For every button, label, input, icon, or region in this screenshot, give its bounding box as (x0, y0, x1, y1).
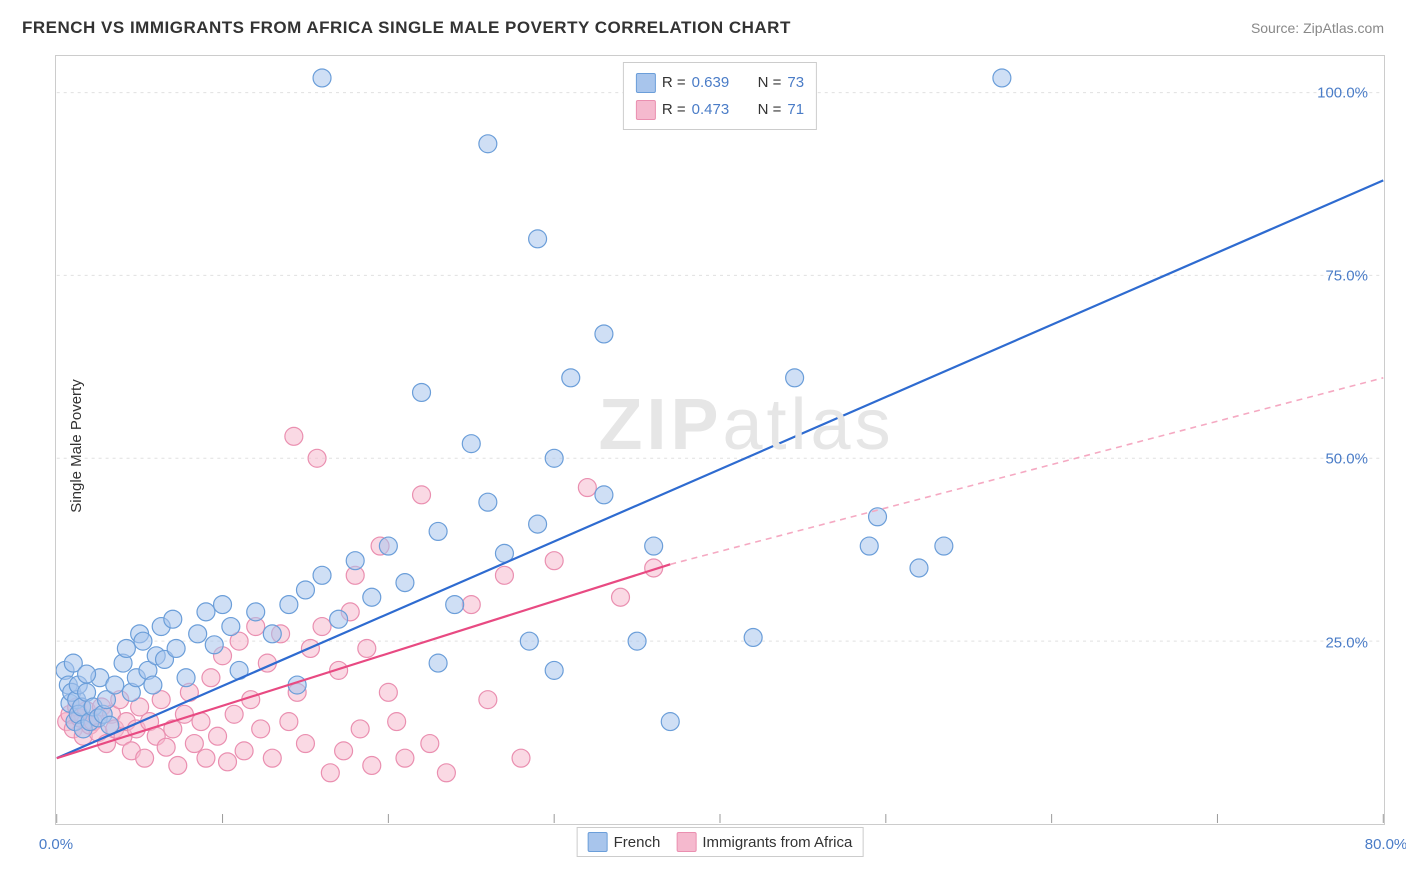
legend-item: French (588, 832, 661, 852)
legend-swatch (636, 100, 656, 120)
legend-swatch (636, 73, 656, 93)
legend-n-value: 73 (787, 69, 804, 96)
chart-header: FRENCH VS IMMIGRANTS FROM AFRICA SINGLE … (22, 18, 1384, 38)
legend-item: Immigrants from Africa (676, 832, 852, 852)
y-tick-label: 75.0% (1325, 268, 1368, 285)
chart-title: FRENCH VS IMMIGRANTS FROM AFRICA SINGLE … (22, 18, 791, 38)
series-legend: French Immigrants from Africa (577, 827, 864, 857)
legend-item-label: French (614, 834, 661, 851)
x-tick-label: 0.0% (39, 836, 73, 853)
legend-swatch (588, 832, 608, 852)
chart-source: Source: ZipAtlas.com (1251, 20, 1384, 36)
legend-r-value: 0.639 (692, 69, 744, 96)
legend-n-label: N = (758, 69, 782, 96)
legend-r-label: R = (662, 96, 686, 123)
legend-swatch (676, 832, 696, 852)
legend-item-label: Immigrants from Africa (702, 834, 852, 851)
scatter-plot-svg (56, 56, 1384, 824)
legend-row: R = 0.639 N = 73 (636, 69, 804, 96)
correlation-legend: R = 0.639 N = 73 R = 0.473 N = 71 (623, 62, 817, 130)
x-tick-label: 80.0% (1365, 836, 1406, 853)
legend-n-value: 71 (787, 96, 804, 123)
legend-n-label: N = (758, 96, 782, 123)
plot-area: ZIPatlas R = 0.639 N = 73 R = 0.473 N = … (55, 55, 1385, 825)
y-tick-label: 100.0% (1317, 84, 1368, 101)
y-tick-label: 50.0% (1325, 451, 1368, 468)
legend-r-value: 0.473 (692, 96, 744, 123)
legend-row: R = 0.473 N = 71 (636, 96, 804, 123)
legend-r-label: R = (662, 69, 686, 96)
y-tick-label: 25.0% (1325, 634, 1368, 651)
